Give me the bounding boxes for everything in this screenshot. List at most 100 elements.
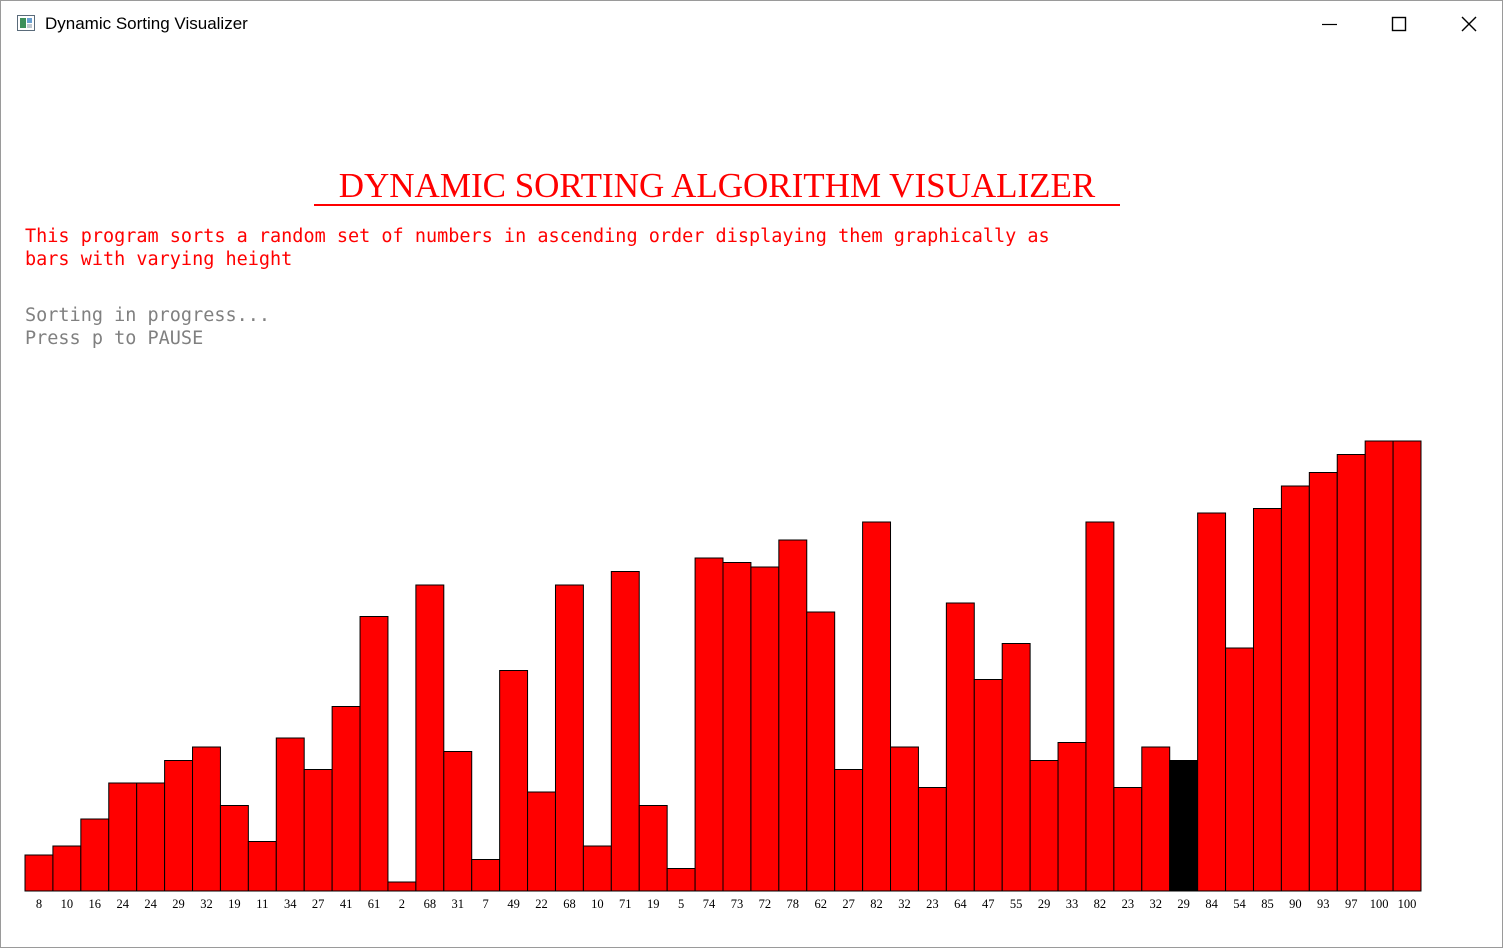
bar-label-6: 32 <box>200 897 213 911</box>
bar-24 <box>694 557 724 892</box>
close-button[interactable] <box>1441 3 1497 45</box>
bar-38 <box>1085 521 1115 892</box>
bar-label-7: 19 <box>228 897 241 911</box>
bar-label-12: 61 <box>368 897 381 911</box>
bar-35 <box>1001 643 1031 892</box>
bar-label-42: 84 <box>1205 897 1218 911</box>
bar-8 <box>247 841 277 892</box>
bar-label-41: 29 <box>1177 897 1190 911</box>
bar-label-15: 31 <box>452 897 465 911</box>
app-window-icon <box>17 15 35 31</box>
bar-45 <box>1280 485 1310 892</box>
bar-21 <box>610 571 640 892</box>
bar-label-43: 54 <box>1233 897 1246 911</box>
bar-14 <box>415 584 445 892</box>
title-bar[interactable]: Dynamic Sorting Visualizer <box>1 1 1502 47</box>
bar-label-13: 2 <box>399 897 405 911</box>
window-title: Dynamic Sorting Visualizer <box>45 14 248 33</box>
bar-label-4: 24 <box>144 897 157 911</box>
bar-43 <box>1225 647 1254 892</box>
bar-40 <box>1141 746 1171 892</box>
bar-4 <box>136 782 166 892</box>
bar-label-24: 74 <box>703 897 716 911</box>
bar-label-47: 97 <box>1345 897 1358 911</box>
bar-6 <box>192 746 221 892</box>
bar-49 <box>1392 440 1422 892</box>
bar-15 <box>443 751 473 892</box>
bar-label-14: 68 <box>424 897 437 911</box>
bar-label-18: 22 <box>535 897 548 911</box>
bar-label-36: 29 <box>1038 897 1051 911</box>
bar-label-3: 24 <box>116 897 129 911</box>
bar-5 <box>164 760 194 892</box>
bar-32 <box>917 787 947 892</box>
bar-label-9: 34 <box>284 897 297 911</box>
bar-label-19: 68 <box>563 897 576 911</box>
bar-29 <box>834 769 864 892</box>
bar-20 <box>582 845 612 892</box>
bar-12 <box>359 616 389 892</box>
bar-label-44: 85 <box>1261 897 1274 911</box>
bar-label-11: 41 <box>340 897 353 911</box>
bar-27 <box>778 539 808 892</box>
description-text: This program sorts a random set of numbe… <box>25 225 1325 271</box>
bar-label-28: 62 <box>814 897 827 911</box>
bar-33 <box>945 602 975 892</box>
bar-17 <box>499 670 529 892</box>
bar-2 <box>80 818 110 892</box>
bar-31 <box>890 746 919 892</box>
bar-label-37: 33 <box>1066 897 1079 911</box>
bar-13 <box>387 881 417 892</box>
maximize-button[interactable] <box>1371 3 1427 45</box>
minimize-button[interactable] <box>1301 3 1357 45</box>
bar-label-27: 78 <box>787 897 800 911</box>
status-line-2: Press p to PAUSE <box>25 328 204 349</box>
page-heading: DYNAMIC SORTING ALGORITHM VISUALIZER <box>338 166 1096 205</box>
bar-47 <box>1336 454 1366 892</box>
bar-28 <box>806 611 836 892</box>
bar-30 <box>862 521 892 892</box>
bar-label-38: 82 <box>1094 897 1107 911</box>
bar-19 <box>554 584 584 892</box>
bar-label-2: 16 <box>89 897 102 911</box>
bar-label-0: 8 <box>36 897 42 911</box>
bar-label-23: 5 <box>678 897 684 911</box>
bar-label-16: 7 <box>483 897 489 911</box>
bar-25 <box>722 562 752 892</box>
bar-label-35: 55 <box>1010 897 1023 911</box>
status-text: Sorting in progress... Press p to PAUSE <box>25 304 270 350</box>
status-line-1: Sorting in progress... <box>25 305 271 326</box>
bar-label-8: 11 <box>256 897 268 911</box>
bar-label-46: 93 <box>1317 897 1330 911</box>
bar-36 <box>1029 760 1059 892</box>
bar-label-22: 19 <box>647 897 660 911</box>
bar-label-30: 82 <box>870 897 883 911</box>
bar-7 <box>219 805 249 892</box>
bar-label-33: 64 <box>954 897 967 911</box>
bar-16 <box>471 859 501 892</box>
bar-label-1: 10 <box>61 897 74 911</box>
bar-22 <box>638 805 668 892</box>
bar-42 <box>1197 512 1227 892</box>
bar-11 <box>331 706 361 892</box>
bar-label-17: 49 <box>507 897 520 911</box>
heading-underline <box>314 204 1120 206</box>
bar-44 <box>1252 508 1282 892</box>
bar-label-34: 47 <box>982 897 995 911</box>
close-icon <box>1461 16 1477 32</box>
description-line-1: This program sorts a random set of numbe… <box>25 226 1050 247</box>
bar-9 <box>275 737 305 892</box>
bar-23 <box>666 868 696 892</box>
bar-label-26: 72 <box>759 897 772 911</box>
bar-label-31: 32 <box>898 897 911 911</box>
bar-3 <box>108 782 138 892</box>
bar-label-21: 71 <box>619 897 632 911</box>
bar-0 <box>24 854 54 892</box>
bar-label-49: 100 <box>1398 897 1417 911</box>
bar-18 <box>527 791 556 892</box>
bar-1 <box>52 845 82 892</box>
bar-37 <box>1057 742 1087 892</box>
bar-26 <box>750 566 780 892</box>
